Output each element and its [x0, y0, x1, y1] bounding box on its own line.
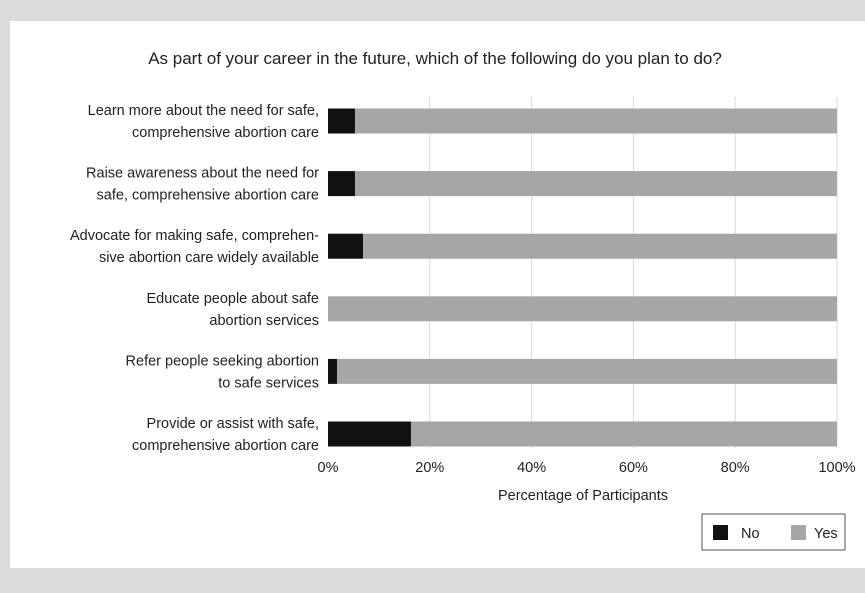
category-label-line: abortion services	[209, 313, 319, 329]
gridlines	[429, 97, 838, 448]
x-tick-label: 20%	[415, 460, 444, 476]
category-label-line: Raise awareness about the need for	[86, 166, 319, 182]
category-label-line: Provide or assist with safe,	[147, 416, 319, 432]
bar-no	[328, 171, 355, 197]
category-label-line: Educate people about safe	[146, 291, 319, 307]
bar-yes	[363, 233, 837, 259]
category-label-line: sive abortion care widely available	[99, 250, 319, 266]
x-tick-label: 40%	[517, 460, 546, 476]
bar-no	[328, 358, 338, 384]
x-tick-labels: 0% 20% 40% 60% 80% 100%	[318, 460, 856, 476]
bar-yes	[354, 108, 837, 134]
x-tick-label: 80%	[721, 460, 750, 476]
bars	[328, 108, 837, 447]
bar-no	[328, 233, 364, 259]
category-label-line: Refer people seeking abortion	[126, 353, 319, 369]
x-axis-label: Percentage of Participants	[498, 488, 668, 504]
category-label-line: to safe services	[218, 375, 319, 391]
category-label: Provide or assist with safe, comprehensiv…	[132, 416, 319, 454]
bar-no	[328, 421, 411, 447]
legend-label-no: No	[741, 526, 760, 542]
category-label: Raise awareness about the need for safe, …	[86, 166, 319, 204]
x-tick-label: 100%	[818, 460, 855, 476]
bar-no	[328, 108, 355, 134]
category-label-line: Advocate for making safe, comprehen-	[70, 228, 319, 244]
category-label-line: comprehensive abortion care	[132, 125, 319, 141]
chart-title: As part of your career in the future, wh…	[148, 49, 722, 68]
category-label-line: safe, comprehensive abortion care	[97, 188, 319, 204]
bar-yes	[328, 296, 837, 322]
legend-swatch-no	[713, 525, 728, 540]
category-label: Advocate for making safe, comprehen-sive…	[70, 228, 319, 266]
category-label: Educate people about safe abortion servic…	[146, 291, 319, 329]
category-label-line: Learn more about the need for safe,	[88, 103, 319, 119]
category-labels: Learn more about the need for safe, compr…	[70, 103, 319, 454]
legend: No Yes	[701, 513, 846, 551]
category-label-line: comprehensive abortion care	[132, 438, 319, 454]
bar-yes	[410, 421, 837, 447]
legend-swatch-yes	[791, 525, 806, 540]
x-tick-label: 60%	[619, 460, 648, 476]
legend-label-yes: Yes	[814, 526, 838, 542]
x-tick-label: 0%	[318, 460, 339, 476]
category-label: Refer people seeking abortion to safe ser…	[126, 353, 319, 391]
category-label: Learn more about the need for safe, compr…	[88, 103, 319, 141]
bar-yes	[337, 358, 837, 384]
bar-yes	[354, 171, 837, 197]
